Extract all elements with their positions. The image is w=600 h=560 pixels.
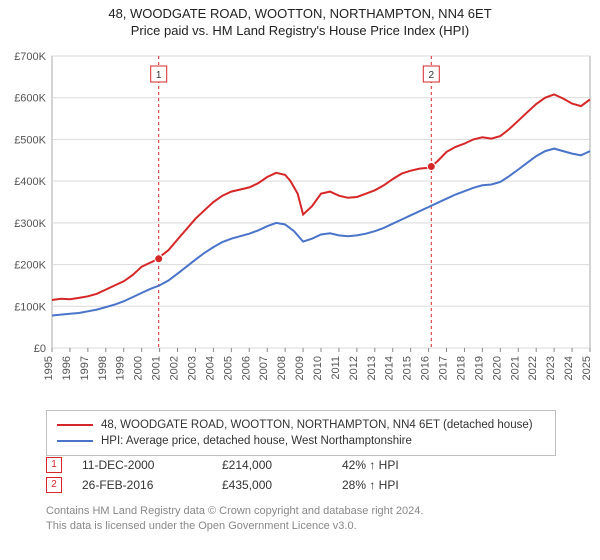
svg-text:1998: 1998 [97,356,109,380]
legend-label: HPI: Average price, detached house, West… [101,435,412,447]
transaction-price: £435,000 [222,478,342,492]
svg-text:£600K: £600K [14,93,46,105]
svg-text:2025: 2025 [581,356,593,380]
svg-text:£300K: £300K [14,218,46,230]
svg-text:2: 2 [429,70,435,81]
svg-text:£100K: £100K [14,301,46,313]
chart-area: £0 £100K £200K £300K £400K £500K £600K £700K 199… [0,48,600,398]
svg-text:£500K: £500K [14,134,46,146]
svg-text:2020: 2020 [491,356,503,380]
svg-text:£200K: £200K [14,260,46,272]
svg-text:2014: 2014 [384,356,396,380]
svg-text:2016: 2016 [420,356,432,380]
svg-text:2002: 2002 [169,356,181,380]
svg-text:2005: 2005 [222,356,234,380]
legend-row: HPI: Average price, detached house, West… [57,433,545,449]
svg-text:2011: 2011 [330,356,342,380]
transaction-price: £214,000 [222,458,342,472]
svg-text:2022: 2022 [527,356,539,380]
legend-label: 48, WOODGATE ROAD, WOOTTON, NORTHAMPTON,… [101,419,533,431]
transactions-table: 1 11-DEC-2000 £214,000 42% ↑ HPI 2 26-FE… [46,455,556,495]
transaction-date: 26-FEB-2016 [82,478,222,492]
marker-badge: 2 [46,477,62,493]
svg-text:2013: 2013 [366,356,378,380]
svg-text:2021: 2021 [509,356,521,380]
footer-line: This data is licensed under the Open Gov… [46,519,566,534]
legend-box: 48, WOODGATE ROAD, WOOTTON, NORTHAMPTON,… [46,410,556,456]
footer-attribution: Contains HM Land Registry data © Crown c… [46,504,566,534]
line-chart-svg: £0 £100K £200K £300K £400K £500K £600K £700K 199… [0,48,600,398]
svg-text:1995: 1995 [43,356,55,380]
svg-text:1996: 1996 [61,356,73,380]
marker-badge: 1 [46,457,62,473]
svg-text:2003: 2003 [186,356,198,380]
svg-text:2008: 2008 [276,356,288,380]
svg-text:£400K: £400K [14,176,46,188]
svg-text:2019: 2019 [473,356,485,380]
svg-text:2023: 2023 [545,356,557,380]
svg-text:2001: 2001 [151,356,163,380]
transaction-date: 11-DEC-2000 [82,458,222,472]
svg-text:£0: £0 [34,343,46,355]
svg-text:2007: 2007 [258,356,270,380]
svg-text:2018: 2018 [455,356,467,380]
footer-line: Contains HM Land Registry data © Crown c… [46,504,566,519]
svg-text:2010: 2010 [312,356,324,380]
transaction-pct: 42% ↑ HPI [342,458,556,472]
svg-text:2000: 2000 [133,356,145,380]
legend-swatch [57,440,93,442]
transaction-pct: 28% ↑ HPI [342,478,556,492]
svg-text:2024: 2024 [563,356,575,380]
svg-text:1999: 1999 [115,356,127,380]
svg-text:2017: 2017 [438,356,450,380]
legend-swatch [57,424,93,426]
svg-text:2009: 2009 [294,356,306,380]
chart-title-main: 48, WOODGATE ROAD, WOOTTON, NORTHAMPTON,… [0,6,600,21]
svg-text:2004: 2004 [204,356,216,380]
svg-text:2015: 2015 [402,356,414,380]
svg-text:2006: 2006 [240,356,252,380]
svg-text:2012: 2012 [348,356,360,380]
table-row: 2 26-FEB-2016 £435,000 28% ↑ HPI [46,475,556,495]
legend-row: 48, WOODGATE ROAD, WOOTTON, NORTHAMPTON,… [57,417,545,433]
svg-text:1: 1 [156,70,162,81]
table-row: 1 11-DEC-2000 £214,000 42% ↑ HPI [46,455,556,475]
chart-title-sub: Price paid vs. HM Land Registry's House … [0,23,600,38]
svg-text:1997: 1997 [79,356,91,380]
svg-text:£700K: £700K [14,51,46,63]
